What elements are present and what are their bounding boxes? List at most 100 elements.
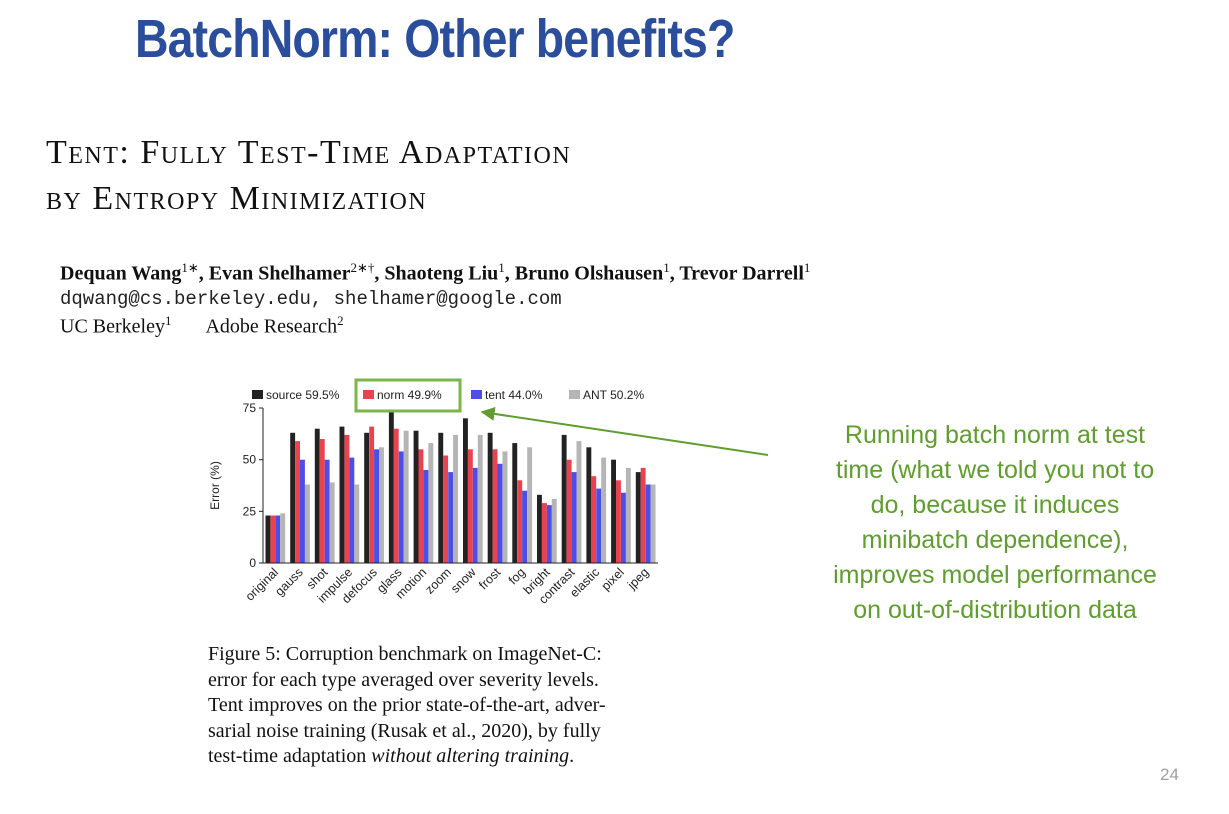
bar-motion-0: [413, 430, 419, 563]
x-tick-label: zoom: [422, 565, 454, 597]
caption-line: Figure 5: Corruption benchmark on ImageN…: [208, 643, 602, 665]
legend-swatch: [363, 390, 374, 399]
bar-shot-3: [329, 482, 335, 563]
bar-contrast-2: [571, 472, 577, 563]
bar-jpeg-3: [650, 484, 656, 563]
bar-bright-1: [542, 503, 547, 563]
annotation-line: improves model performance: [833, 561, 1157, 589]
bar-glass-0: [388, 412, 394, 563]
x-tick-label: snow: [448, 565, 479, 596]
bar-impulse-1: [344, 434, 350, 563]
bar-frost-0: [487, 432, 493, 563]
author-affiliation-mark: 1: [498, 260, 505, 275]
error-bar-chart: 0 25 50 75 Error (%) source 59.5% norm 49.9% t…: [208, 378, 658, 607]
bar-zoom-3: [453, 434, 458, 563]
y-tick-label: 75: [243, 401, 257, 415]
legend-highlight-box: [354, 378, 462, 413]
y-tick-label: 25: [243, 504, 257, 518]
x-tick-label: frost: [476, 565, 503, 592]
bar-defocus-0: [364, 432, 370, 563]
bar-gauss-1: [295, 441, 300, 563]
bar-jpeg-0: [635, 472, 641, 563]
bar-zoom-2: [448, 472, 454, 563]
bar-original-2: [275, 515, 281, 563]
bar-bright-3: [551, 498, 557, 563]
bar-gauss-3: [305, 484, 310, 563]
bar-original-0: [265, 515, 271, 563]
bar-shot-0: [314, 428, 320, 563]
author-name: Trevor Darrell: [679, 262, 804, 285]
page-number: 24: [1160, 765, 1179, 784]
caption-emphasis: without altering training: [371, 745, 570, 767]
bar-zoom-1: [443, 455, 449, 563]
bar-glass-2: [398, 451, 404, 563]
legend-label: source 59.5%: [266, 388, 340, 402]
x-tick-label: pixel: [599, 565, 627, 593]
bar-contrast-1: [566, 459, 572, 563]
annotation-line: minibatch dependence),: [861, 526, 1129, 554]
y-tick-label: 0: [249, 556, 256, 570]
bar-pixel-2: [621, 492, 626, 563]
caption-line: test-time adaptation without altering tr…: [208, 744, 678, 770]
bar-elastic-1: [591, 476, 597, 563]
bar-snow-0: [463, 418, 468, 563]
paper-title-line-2: by Entropy Minimization: [46, 180, 428, 217]
annotation-line: on out-of-distribution data: [853, 596, 1137, 624]
bar-elastic-3: [601, 457, 607, 563]
bar-frost-3: [502, 451, 508, 563]
annotation-line: do, because it induces: [870, 491, 1120, 519]
bar-snow-3: [477, 434, 483, 563]
slide-title: BatchNorm: Other benefits?: [135, 9, 735, 69]
legend-swatch: [252, 390, 263, 399]
bar-fog-3: [527, 447, 533, 563]
author-affiliations: UC Berkeley1 Adobe Research2: [60, 313, 344, 339]
bar-defocus-2: [374, 449, 379, 563]
x-tick-label: jpeg: [624, 565, 651, 592]
author-name: Bruno Olshausen: [514, 262, 664, 285]
legend-label: norm 49.9%: [377, 388, 442, 402]
author-list: Dequan Wang1∗, Evan Shelhamer2∗†, Shaote…: [60, 260, 811, 285]
bar-motion-1: [418, 449, 424, 563]
bar-zoom-0: [438, 432, 444, 563]
legend-swatch: [569, 390, 580, 399]
bar-pixel-0: [611, 459, 616, 563]
annotation-text: Running batch norm at test time (what we…: [790, 418, 1200, 628]
affiliation-1: UC Berkeley: [60, 315, 165, 338]
caption-text: test-time adaptation: [208, 745, 372, 767]
bar-snow-2: [472, 467, 478, 563]
bar-motion-2: [423, 470, 429, 563]
caption-line: error for each type averaged over severi…: [208, 668, 599, 691]
author-affiliation-mark: 2∗†: [350, 260, 375, 275]
bar-fog-1: [517, 480, 523, 563]
legend-swatch: [471, 390, 482, 399]
paper-title: Tent: Fully Test-Time Adaptation by Entr…: [46, 130, 571, 222]
bar-fog-0: [512, 443, 518, 563]
bar-jpeg-2: [645, 484, 651, 563]
bar-pixel-3: [625, 467, 631, 563]
bar-frost-2: [497, 463, 503, 563]
bar-elastic-2: [596, 488, 602, 563]
author-affiliation-mark: 1: [663, 260, 670, 275]
caption-line: sarial noise training (Rusak et al., 202…: [208, 719, 601, 742]
x-tick-label: gauss: [272, 565, 305, 598]
bar-pixel-1: [616, 480, 621, 563]
affiliation-1-mark: 1: [164, 313, 172, 328]
bar-frost-1: [492, 449, 498, 563]
author-affiliation-mark: 1∗: [181, 260, 199, 275]
bar-defocus-1: [369, 426, 375, 563]
affiliation-2-mark: 2: [337, 313, 344, 328]
y-axis-label: Error (%): [208, 461, 222, 510]
bar-elastic-0: [586, 447, 592, 563]
caption-line: Tent improves on the prior state-of-the-…: [208, 694, 606, 716]
bar-impulse-3: [354, 484, 360, 563]
bar-glass-3: [403, 430, 409, 563]
bar-contrast-0: [561, 434, 567, 563]
bar-original-3: [280, 513, 286, 563]
bar-defocus-3: [379, 447, 384, 563]
annotation-line: time (what we told you not to: [835, 456, 1155, 484]
bar-impulse-2: [349, 457, 355, 563]
affiliation-2: Adobe Research: [205, 315, 338, 338]
bar-motion-3: [428, 443, 434, 563]
figure-caption: Figure 5: Corruption benchmark on ImageN…: [208, 642, 678, 770]
author-emails: dqwang@cs.berkeley.edu, shelhamer@google…: [60, 288, 562, 310]
